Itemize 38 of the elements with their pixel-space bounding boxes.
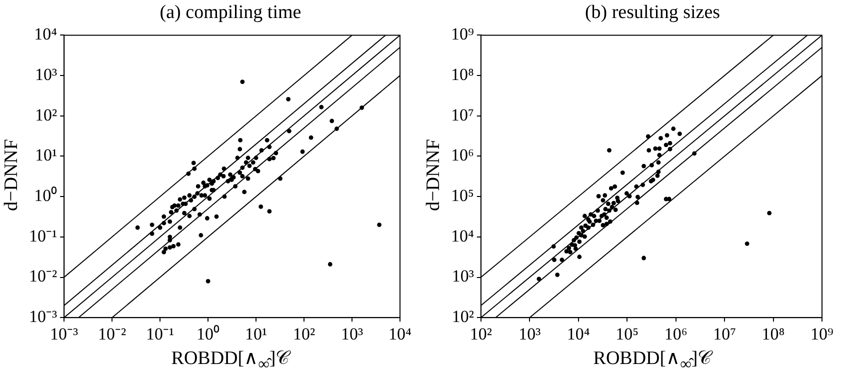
- x-tick-label: 10¹: [244, 324, 268, 344]
- y-tick-label: 10⁴: [34, 24, 58, 44]
- x-tick-label: 10³: [518, 324, 541, 344]
- x-tick-label: 10⁻²: [98, 324, 126, 344]
- x-tick-label: 10⁸: [762, 324, 785, 344]
- y-tick-label: 10⁹: [450, 24, 474, 44]
- x-tick-label: 10²: [470, 324, 492, 344]
- x-tick-label: 10⁰: [196, 324, 220, 344]
- y-tick-label: 10²: [34, 105, 58, 124]
- x-axis-title: ROBDD[∧$_{∞̂}$]𝒞: [170, 347, 292, 374]
- y-tick-label: 10⁻³: [28, 307, 58, 326]
- x-tick-label: 10³: [340, 324, 364, 344]
- y-tick-label: 10⁻²: [28, 266, 58, 286]
- y-axis-title: d−DNNF: [1, 138, 22, 213]
- y-tick-label: 10⁰: [34, 186, 58, 206]
- y-tick-label: 10⁻¹: [28, 226, 58, 246]
- x-tick-label: 10⁻³: [50, 324, 78, 344]
- x-axis-title: ROBDD[∧$_{∞̂}$]𝒞: [592, 347, 714, 374]
- x-tick-label: 10²: [292, 324, 316, 344]
- x-tick-label: 10⁷: [713, 324, 736, 344]
- chart-title: (a) compiling time: [158, 2, 302, 24]
- chart-title: (b) resulting sizes: [584, 2, 722, 24]
- x-tick-label: 10⁴: [388, 324, 412, 344]
- x-tick-label: 10⁻¹: [146, 324, 174, 344]
- x-tick-label: 10⁶: [664, 324, 688, 344]
- y-tick-label: 10²: [452, 307, 474, 326]
- x-tick-label: 10⁴: [566, 324, 590, 344]
- y-tick-label: 10³: [452, 266, 474, 286]
- x-tick-label: 10⁵: [616, 324, 639, 344]
- y-tick-label: 10⁶: [450, 146, 474, 165]
- y-tick-label: 10⁵: [450, 186, 474, 206]
- y-tick-label: 10³: [34, 65, 58, 84]
- y-tick-label: 10¹: [34, 146, 58, 165]
- y-tick-label: 10⁸: [450, 65, 474, 84]
- y-tick-label: 10⁷: [450, 105, 474, 124]
- x-tick-label: 10⁹: [810, 324, 834, 344]
- y-axis-title: d−DNNF: [423, 138, 444, 213]
- y-tick-label: 10⁴: [450, 226, 474, 246]
